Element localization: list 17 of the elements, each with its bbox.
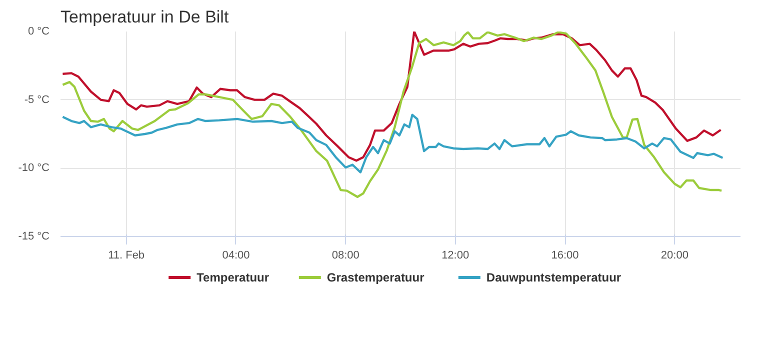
x-tick-label: 16:00 bbox=[551, 250, 579, 262]
y-tick-label: -10 °C bbox=[18, 162, 50, 174]
legend-label: Dauwpuntstemperatuur bbox=[486, 270, 622, 284]
line-series bbox=[62, 114, 724, 174]
chart-title: Temperatuur in De Bilt bbox=[60, 8, 229, 26]
y-tick-label: -5 °C bbox=[24, 94, 50, 106]
y-tick-label: -15 °C bbox=[18, 230, 50, 242]
legend-label: Grastemperatuur bbox=[326, 270, 425, 284]
legend-label: Temperatuur bbox=[196, 270, 270, 284]
y-tick-label: 0 °C bbox=[28, 26, 50, 38]
x-tick-label: 04:00 bbox=[222, 250, 250, 262]
x-tick-label: 12:00 bbox=[442, 250, 470, 262]
x-tick-label: 08:00 bbox=[332, 250, 360, 262]
x-tick-label: 20:00 bbox=[660, 250, 688, 262]
x-tick-label: 11. Feb bbox=[108, 250, 145, 262]
line-series bbox=[62, 32, 723, 198]
line-series bbox=[62, 32, 722, 162]
